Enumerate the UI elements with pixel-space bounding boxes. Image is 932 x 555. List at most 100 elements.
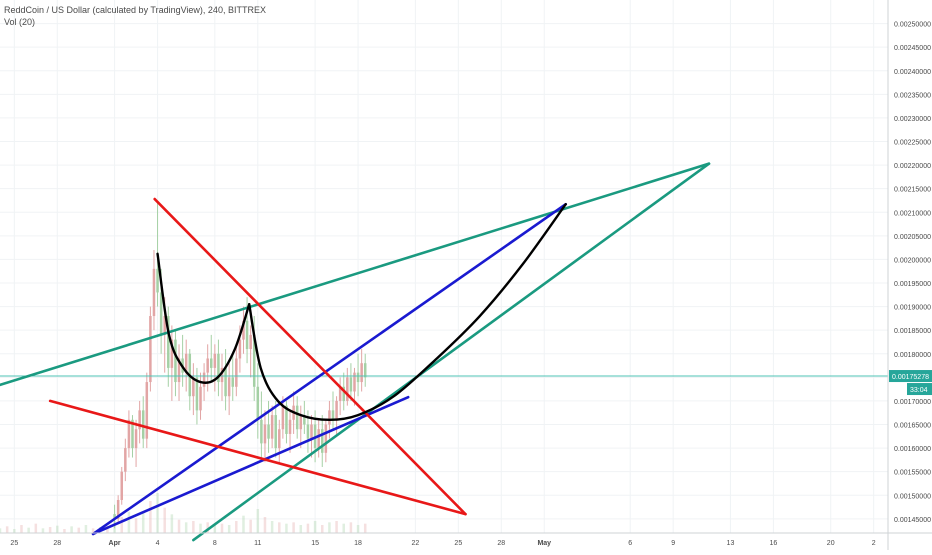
volume-bar bbox=[34, 523, 38, 533]
candle-body bbox=[263, 424, 267, 444]
candle-body bbox=[167, 316, 170, 368]
candle-body bbox=[363, 363, 367, 378]
volume-bar bbox=[199, 523, 202, 533]
volume-bar bbox=[299, 525, 303, 533]
candle-body bbox=[306, 424, 310, 439]
candle-body bbox=[331, 410, 335, 420]
candle-body bbox=[256, 386, 260, 420]
volume-bar bbox=[56, 525, 59, 533]
candle-body bbox=[274, 415, 277, 449]
candle-body bbox=[206, 358, 209, 373]
x-tick-label: 28 bbox=[53, 540, 61, 547]
y-tick-label: 0.00180000 bbox=[894, 352, 931, 359]
x-tick-label: 8 bbox=[213, 540, 217, 547]
volume-bar bbox=[313, 521, 317, 533]
candle-body bbox=[124, 448, 127, 472]
candle-body bbox=[134, 429, 138, 449]
candle-body bbox=[213, 353, 217, 368]
candle-body bbox=[217, 353, 220, 383]
y-tick-label: 0.00220000 bbox=[894, 163, 931, 170]
candle-body bbox=[152, 268, 156, 317]
candle-body bbox=[210, 358, 213, 368]
y-tick-label: 0.00165000 bbox=[894, 423, 931, 430]
candle-body bbox=[202, 372, 206, 387]
candle-body bbox=[328, 410, 331, 425]
candle-body bbox=[267, 424, 270, 439]
x-tick-label: 16 bbox=[770, 540, 778, 547]
candle-body bbox=[156, 268, 159, 293]
volume-bar bbox=[184, 522, 188, 533]
countdown-badge bbox=[907, 383, 932, 396]
volume-bar bbox=[242, 515, 245, 533]
green-trendline bbox=[0, 162, 711, 387]
y-tick-label: 0.00240000 bbox=[894, 69, 931, 76]
x-tick-label: 2 bbox=[872, 540, 876, 547]
volume-layer bbox=[0, 493, 367, 533]
candle-body bbox=[278, 429, 281, 449]
candle-body bbox=[138, 410, 141, 430]
drawing-layer bbox=[0, 162, 711, 542]
cup-curve bbox=[156, 252, 251, 384]
volume-bar bbox=[134, 518, 138, 533]
volume-bar bbox=[5, 526, 9, 533]
volume-bar bbox=[77, 527, 81, 533]
y-tick-label: 0.00185000 bbox=[894, 328, 931, 335]
volume-bar bbox=[335, 521, 338, 533]
price-badge-value: 0.00175278 bbox=[892, 374, 929, 381]
y-tick-label: 0.00190000 bbox=[894, 305, 931, 312]
candle-body bbox=[270, 415, 274, 439]
volume-bar bbox=[270, 521, 274, 533]
volume-bar bbox=[306, 523, 310, 533]
y-tick-label: 0.00230000 bbox=[894, 116, 931, 123]
candle-body bbox=[310, 424, 313, 439]
volume-bar bbox=[263, 517, 267, 533]
volume-bar bbox=[227, 525, 231, 533]
candle-body bbox=[184, 353, 188, 373]
volume-bar bbox=[70, 526, 73, 533]
volume-bar bbox=[63, 529, 66, 533]
candle-body bbox=[303, 415, 306, 425]
candle-body bbox=[220, 367, 224, 383]
x-tick-label: 9 bbox=[671, 540, 675, 547]
volume-bar bbox=[91, 528, 95, 533]
volume-bar bbox=[149, 501, 152, 533]
volume-bar bbox=[249, 519, 252, 533]
y-tick-label: 0.00170000 bbox=[894, 399, 931, 406]
candle-body bbox=[238, 339, 242, 359]
cup-curve bbox=[248, 203, 567, 421]
volume-bar bbox=[206, 522, 209, 533]
x-tick-label: 13 bbox=[727, 540, 735, 547]
candle-body bbox=[149, 316, 152, 383]
candle-body bbox=[335, 400, 338, 420]
candle-body bbox=[131, 419, 134, 449]
candle-body bbox=[360, 363, 363, 383]
candle-body bbox=[199, 386, 202, 411]
candle-body bbox=[192, 377, 195, 397]
candle-body bbox=[159, 292, 163, 335]
green-trendline bbox=[192, 162, 711, 542]
y-tick-label: 0.00210000 bbox=[894, 210, 931, 217]
volume-bar bbox=[356, 525, 360, 533]
candle-body bbox=[116, 499, 120, 519]
y-tick-label: 0.00250000 bbox=[894, 22, 931, 29]
candle-body bbox=[177, 358, 181, 383]
volume-bar bbox=[256, 509, 260, 533]
candle-body bbox=[349, 377, 353, 392]
volume-bar bbox=[285, 523, 288, 533]
candle-body bbox=[317, 429, 320, 449]
candle-body bbox=[260, 419, 263, 444]
candle-body bbox=[163, 316, 166, 335]
y-tick-label: 0.00235000 bbox=[894, 92, 931, 99]
candle-body bbox=[353, 372, 356, 392]
x-tick-label: 15 bbox=[311, 540, 319, 547]
volume-bar bbox=[120, 517, 123, 533]
y-tick-label: 0.00145000 bbox=[894, 517, 931, 524]
x-tick-label: 25 bbox=[10, 540, 18, 547]
blue-trendline bbox=[91, 202, 568, 536]
y-tick-label: 0.00200000 bbox=[894, 257, 931, 264]
volume-bar bbox=[170, 514, 174, 533]
x-tick-label: 20 bbox=[827, 540, 835, 547]
candle-body bbox=[338, 386, 342, 401]
volume-bar bbox=[363, 523, 367, 533]
